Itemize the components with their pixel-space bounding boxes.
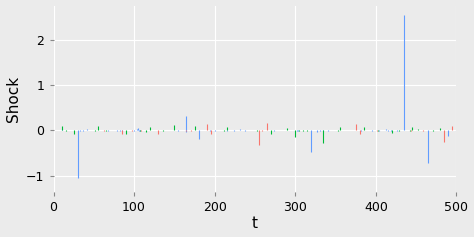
X-axis label: t: t xyxy=(252,216,258,232)
Y-axis label: Shock: Shock xyxy=(6,76,20,122)
